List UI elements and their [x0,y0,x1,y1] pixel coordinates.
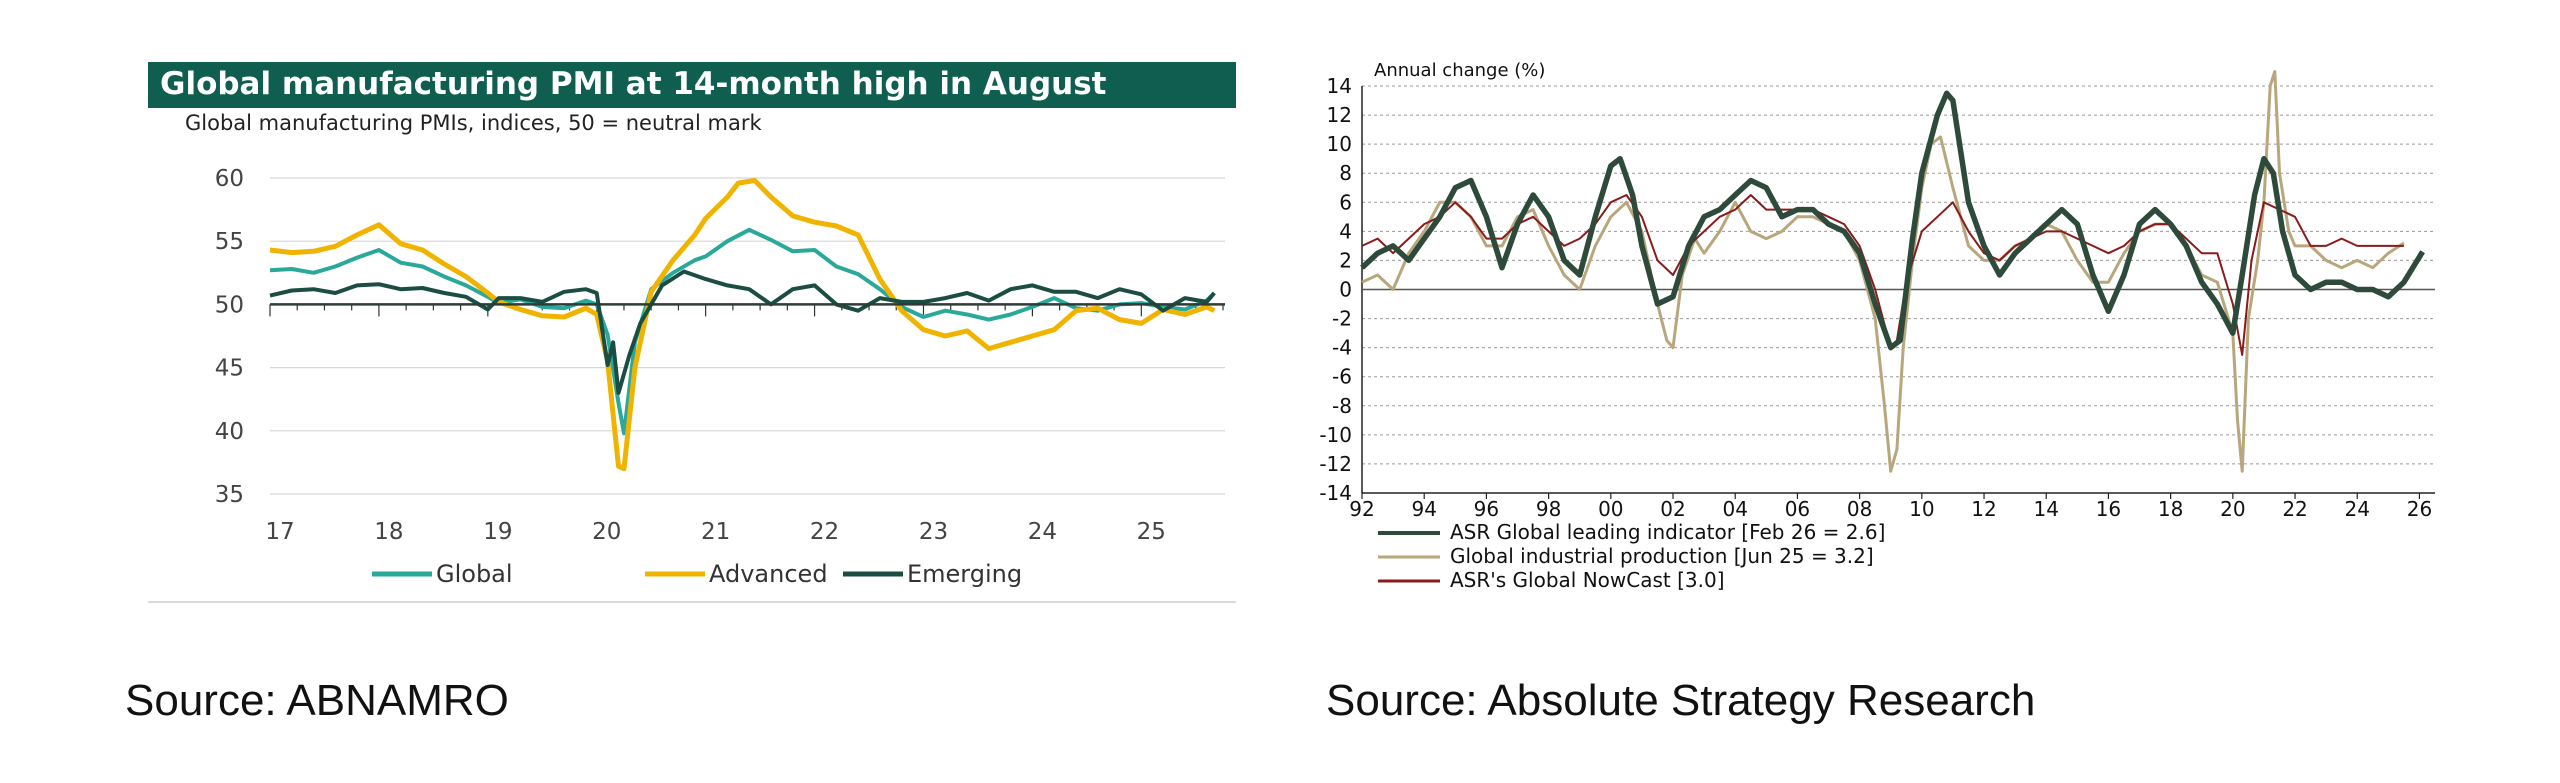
y-tick-label: -8 [1332,394,1352,418]
x-tick-label: 92 [1349,497,1374,521]
y-tick-label: -14 [1319,481,1352,505]
y-tick-label: 50 [215,292,244,318]
x-tick-label: 04 [1722,497,1747,521]
y-tick-label: 2 [1339,248,1352,272]
legend-label: Global industrial production [Jun 25 = 3… [1450,544,1874,568]
x-tick-label: 20 [592,519,621,545]
x-tick-label: 08 [1847,497,1872,521]
x-tick-label: 18 [2158,497,2183,521]
x-tick-label: 20 [2220,497,2245,521]
y-tick-label: 0 [1339,278,1352,302]
y-tick-label: -10 [1319,423,1352,447]
series-line-0 [1360,90,2425,351]
x-tick-label: 22 [810,519,839,545]
series-line-1 [1361,70,2405,473]
y-tick-label: 55 [215,229,244,255]
y-tick-label: 4 [1339,219,1352,243]
legend-label: Advanced [709,560,828,588]
source-left: Source: ABNAMRO [125,676,509,725]
legend-label: Global [436,560,513,588]
left-chart-title-bar: Global manufacturing PMI at 14-month hig… [148,62,1236,108]
x-tick-label: 06 [1785,497,1810,521]
y-axis-label: Annual change (%) [1374,60,1545,81]
left-chart-title: Global manufacturing PMI at 14-month hig… [160,66,1107,102]
y-tick-label: 45 [215,356,244,382]
right-chart: Annual change (%)14121086420-2-4-6-8-10-… [1319,60,2435,592]
x-tick-label: 16 [2096,497,2121,521]
left-chart: 60 55 50 45 40 35 17 18 19 20 21 22 23 24 25 Global Adva… [148,166,1236,603]
y-tick-label: 14 [1327,74,1352,98]
y-tick-label: 40 [215,419,244,445]
x-tick-label: 25 [1137,519,1166,545]
source-right: Source: Absolute Strategy Research [1326,676,2036,725]
x-tick-label: 96 [1474,497,1499,521]
legend-label: ASR Global leading indicator [Feb 26 = 2… [1450,520,1885,544]
x-tick-label: 21 [701,519,730,545]
x-tick-label: 12 [1971,497,1996,521]
legend-label: ASR's Global NowCast [3.0] [1450,568,1725,592]
x-tick-label: 02 [1660,497,1685,521]
x-tick-label: 10 [1909,497,1934,521]
x-tick-label: 24 [1028,519,1057,545]
x-tick-label: 17 [265,519,294,545]
x-tick-label: 19 [483,519,512,545]
y-tick-label: 8 [1339,161,1352,185]
series-line-global [269,227,1216,436]
x-tick-label: 94 [1411,497,1436,521]
x-tick-label: 00 [1598,497,1623,521]
x-tick-label: 26 [2407,497,2432,521]
y-tick-label: -4 [1332,336,1352,360]
series-line-advanced [269,178,1216,472]
y-tick-label: -6 [1332,365,1352,389]
x-tick-label: 23 [919,519,948,545]
x-tick-label: 18 [374,519,403,545]
x-tick-label: 22 [2282,497,2307,521]
y-tick-label: 6 [1339,190,1352,214]
legend-label: Emerging [907,560,1022,588]
y-tick-label: 10 [1327,132,1352,156]
y-tick-label: -12 [1319,452,1352,476]
y-tick-label: -2 [1332,307,1352,331]
series-line-emerging [269,269,1216,395]
x-tick-label: 24 [2345,497,2370,521]
left-chart-subtitle: Global manufacturing PMIs, indices, 50 =… [185,111,762,135]
x-tick-label: 14 [2034,497,2059,521]
y-tick-label: 12 [1327,103,1352,127]
y-tick-label: 35 [215,482,244,508]
y-tick-label: 60 [215,166,244,192]
x-tick-label: 98 [1536,497,1561,521]
